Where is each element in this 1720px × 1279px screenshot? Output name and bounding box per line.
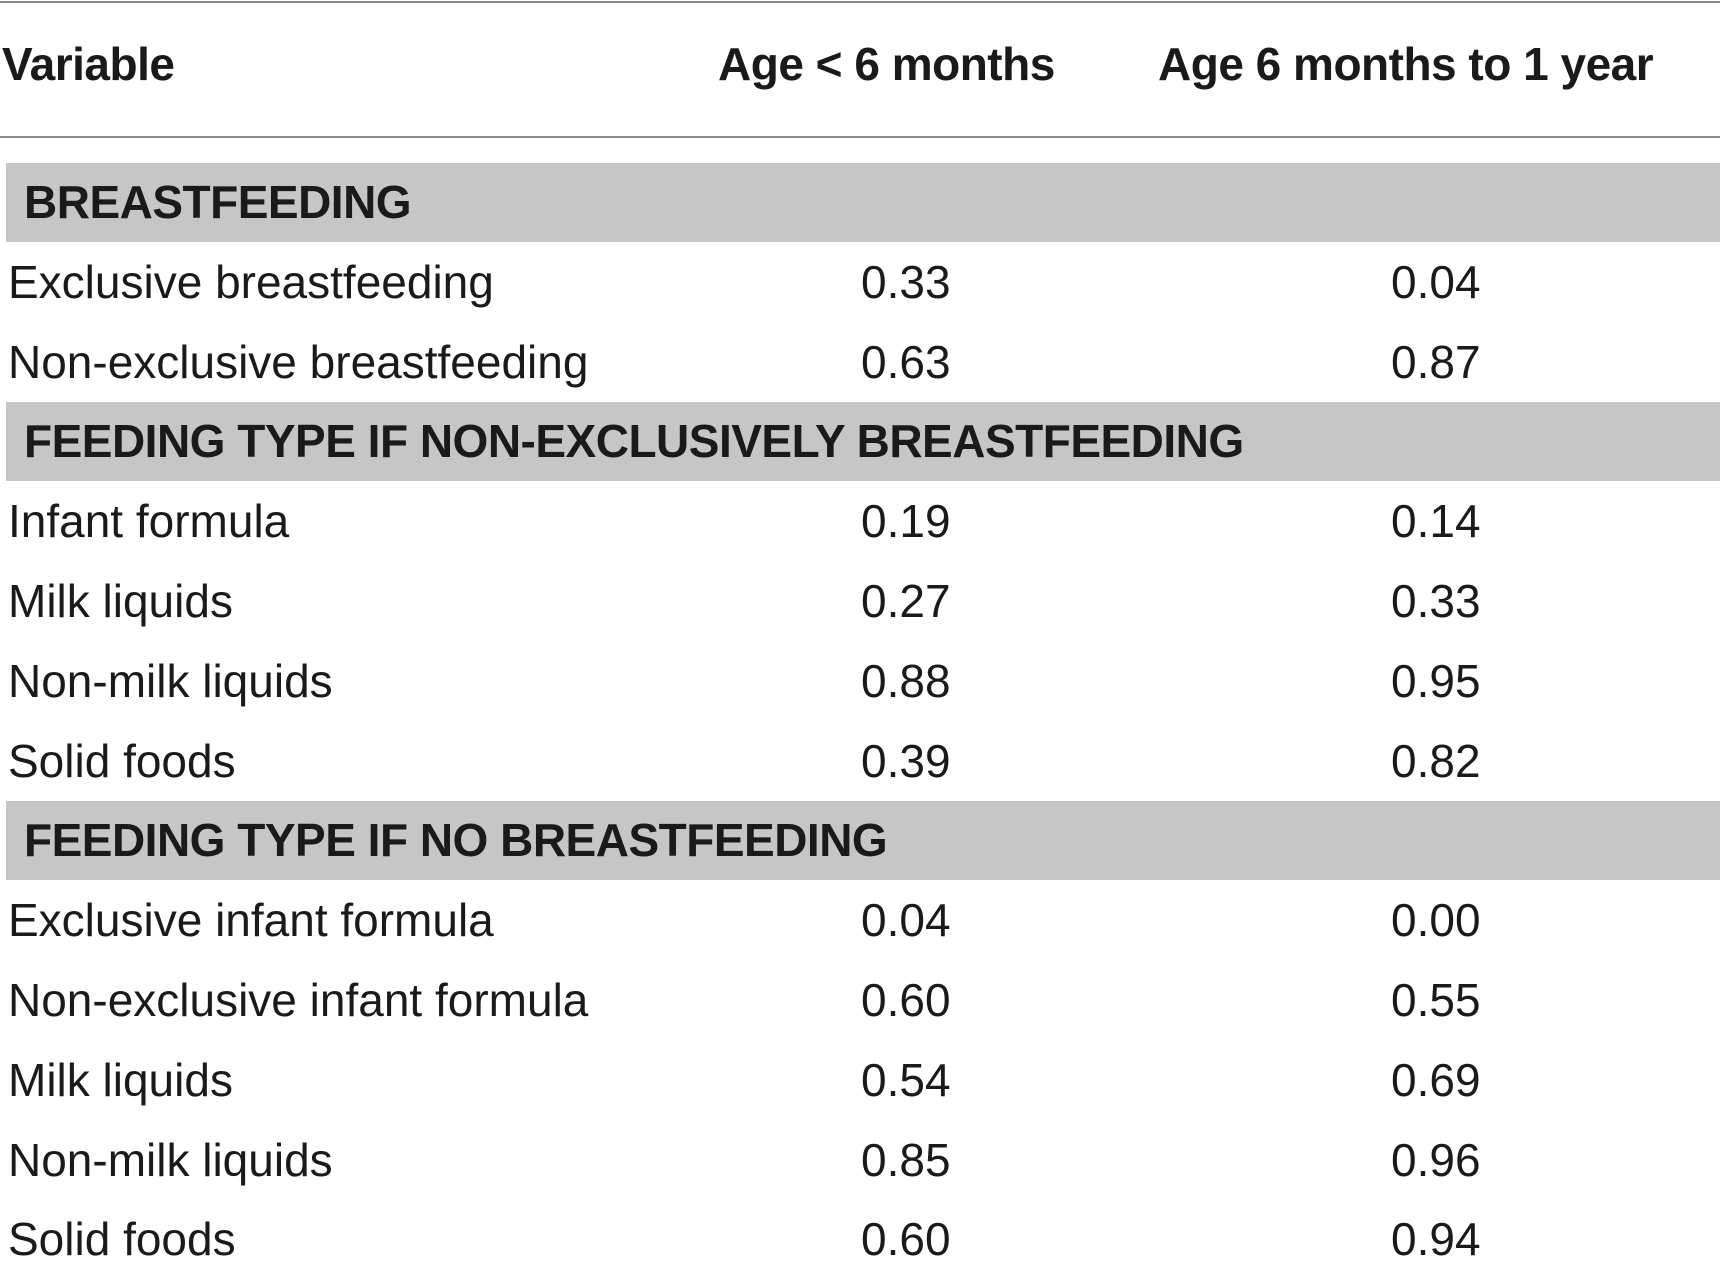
column-header-age-6-months-to-1-year: Age 6 months to 1 year [1158,38,1654,90]
row-value-under-6-months: 0.33 [861,256,951,308]
row-variable: Non-exclusive infant formula [8,974,589,1026]
table-top-rule [0,1,1720,3]
header-bottom-rule [0,136,1720,138]
row-value-under-6-months: 0.39 [861,735,951,787]
row-variable: Non-milk liquids [8,655,333,707]
column-header-variable: Variable [2,38,175,90]
row-value-under-6-months: 0.19 [861,495,951,547]
row-value-under-6-months: 0.63 [861,336,951,388]
section-title: BREASTFEEDING [24,176,412,228]
row-value-6-to-12-months: 0.04 [1391,256,1481,308]
row-value-6-to-12-months: 0.82 [1391,735,1481,787]
row-value-under-6-months: 0.85 [861,1134,951,1186]
section-title: FEEDING TYPE IF NO BREASTFEEDING [24,814,888,866]
table-row: Non-milk liquids 0.88 0.95 [0,641,1720,721]
row-variable: Solid foods [8,1213,236,1265]
section-header-non-exclusive-breastfeeding: FEEDING TYPE IF NON-EXCLUSIVELY BREASTFE… [6,402,1720,481]
row-variable: Non-exclusive breastfeeding [8,336,589,388]
table-row: Non-exclusive infant formula 0.60 0.55 [0,960,1720,1040]
row-value-under-6-months: 0.04 [861,894,951,946]
row-value-6-to-12-months: 0.95 [1391,655,1481,707]
row-value-under-6-months: 0.60 [861,1213,951,1265]
row-value-under-6-months: 0.88 [861,655,951,707]
table-row: Exclusive breastfeeding 0.33 0.04 [0,242,1720,322]
row-value-under-6-months: 0.54 [861,1054,951,1106]
row-variable: Milk liquids [8,575,233,627]
row-variable: Milk liquids [8,1054,233,1106]
table-header-row: Variable Age < 6 months Age 6 months to … [0,0,1720,136]
table-row: Exclusive infant formula 0.04 0.00 [0,880,1720,960]
table-row: Milk liquids 0.54 0.69 [0,1040,1720,1120]
row-value-6-to-12-months: 0.94 [1391,1213,1481,1265]
row-value-6-to-12-months: 0.33 [1391,575,1481,627]
row-value-under-6-months: 0.27 [861,575,951,627]
section-header-breastfeeding: BREASTFEEDING [6,163,1720,242]
row-value-6-to-12-months: 0.87 [1391,336,1481,388]
table-row: Milk liquids 0.27 0.33 [0,561,1720,641]
table-row: Solid foods 0.39 0.82 [0,721,1720,801]
row-variable: Non-milk liquids [8,1134,333,1186]
section-header-no-breastfeeding: FEEDING TYPE IF NO BREASTFEEDING [6,801,1720,880]
row-variable: Infant formula [8,495,290,547]
table-row: Solid foods 0.60 0.94 [0,1199,1720,1279]
table-row: Non-milk liquids 0.85 0.96 [0,1120,1720,1200]
row-value-6-to-12-months: 0.00 [1391,894,1481,946]
row-value-under-6-months: 0.60 [861,974,951,1026]
row-value-6-to-12-months: 0.69 [1391,1054,1481,1106]
row-variable: Solid foods [8,735,236,787]
row-value-6-to-12-months: 0.96 [1391,1134,1481,1186]
column-header-age-under-6-months: Age < 6 months [718,38,1055,90]
table-row: Infant formula 0.19 0.14 [0,481,1720,561]
row-variable: Exclusive breastfeeding [8,256,494,308]
row-value-6-to-12-months: 0.14 [1391,495,1481,547]
row-value-6-to-12-months: 0.55 [1391,974,1481,1026]
table-row: Non-exclusive breastfeeding 0.63 0.87 [0,322,1720,402]
row-variable: Exclusive infant formula [8,894,494,946]
section-title: FEEDING TYPE IF NON-EXCLUSIVELY BREASTFE… [24,415,1244,467]
